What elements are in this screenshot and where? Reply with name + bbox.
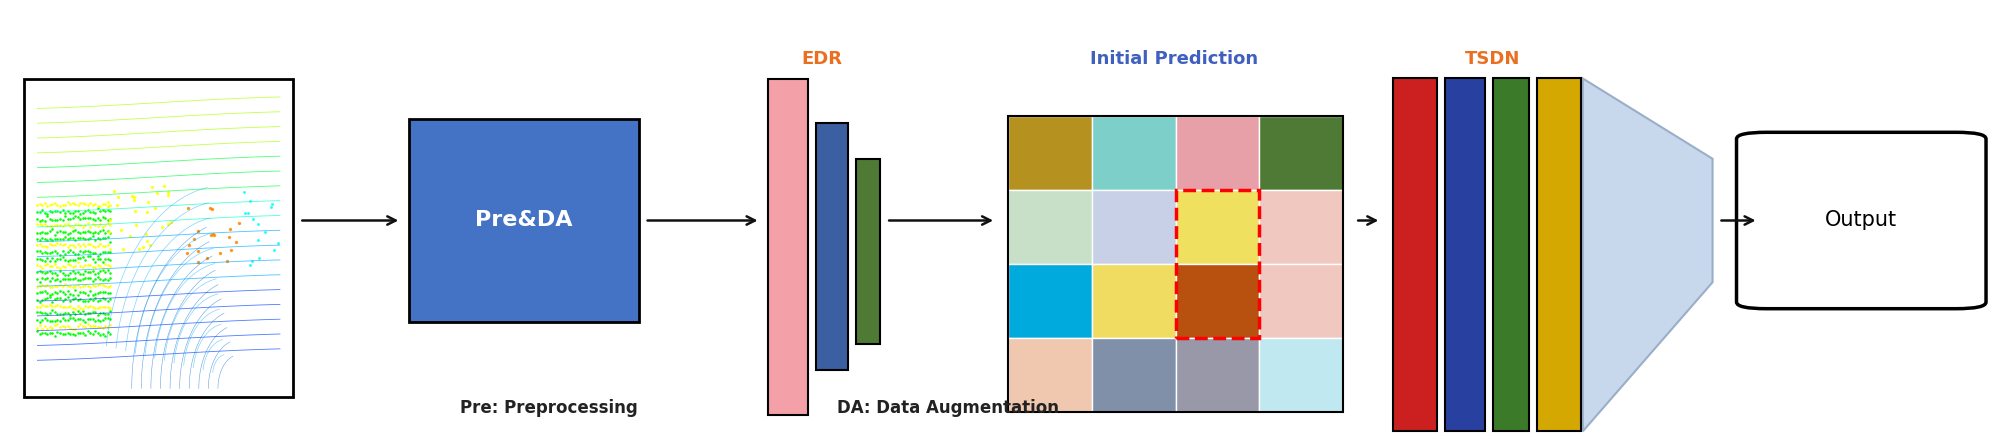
- Bar: [1259, 116, 1343, 190]
- Polygon shape: [1583, 78, 1713, 431]
- Bar: [1008, 116, 1343, 412]
- Bar: [1537, 78, 1581, 431]
- Text: DA: Data Augmentation: DA: Data Augmentation: [836, 399, 1060, 417]
- Bar: [1176, 190, 1259, 264]
- Text: Output: Output: [1824, 210, 1898, 231]
- Bar: [768, 79, 808, 415]
- Bar: [1393, 78, 1437, 431]
- Bar: [409, 119, 639, 322]
- Bar: [1259, 264, 1343, 338]
- Bar: [1176, 190, 1259, 338]
- Bar: [1493, 78, 1529, 431]
- Bar: [1176, 116, 1259, 190]
- Bar: [1008, 338, 1092, 412]
- Bar: [1008, 264, 1092, 338]
- Bar: [1176, 338, 1259, 412]
- Bar: [856, 159, 880, 344]
- Bar: [1092, 190, 1176, 264]
- Bar: [1092, 116, 1176, 190]
- Bar: [1092, 264, 1176, 338]
- Bar: [816, 123, 848, 370]
- Bar: [1259, 338, 1343, 412]
- Bar: [24, 79, 293, 397]
- Bar: [1259, 190, 1343, 264]
- Bar: [1008, 190, 1092, 264]
- Text: Initial Prediction: Initial Prediction: [1090, 50, 1257, 68]
- Bar: [1008, 116, 1092, 190]
- FancyBboxPatch shape: [1737, 132, 1986, 309]
- Text: Pre&DA: Pre&DA: [475, 210, 573, 231]
- Bar: [1445, 78, 1485, 431]
- Bar: [1092, 338, 1176, 412]
- Text: EDR: EDR: [802, 50, 842, 68]
- Bar: [1176, 264, 1259, 338]
- Text: Pre: Preprocessing: Pre: Preprocessing: [459, 399, 639, 417]
- Text: TSDN: TSDN: [1465, 50, 1521, 68]
